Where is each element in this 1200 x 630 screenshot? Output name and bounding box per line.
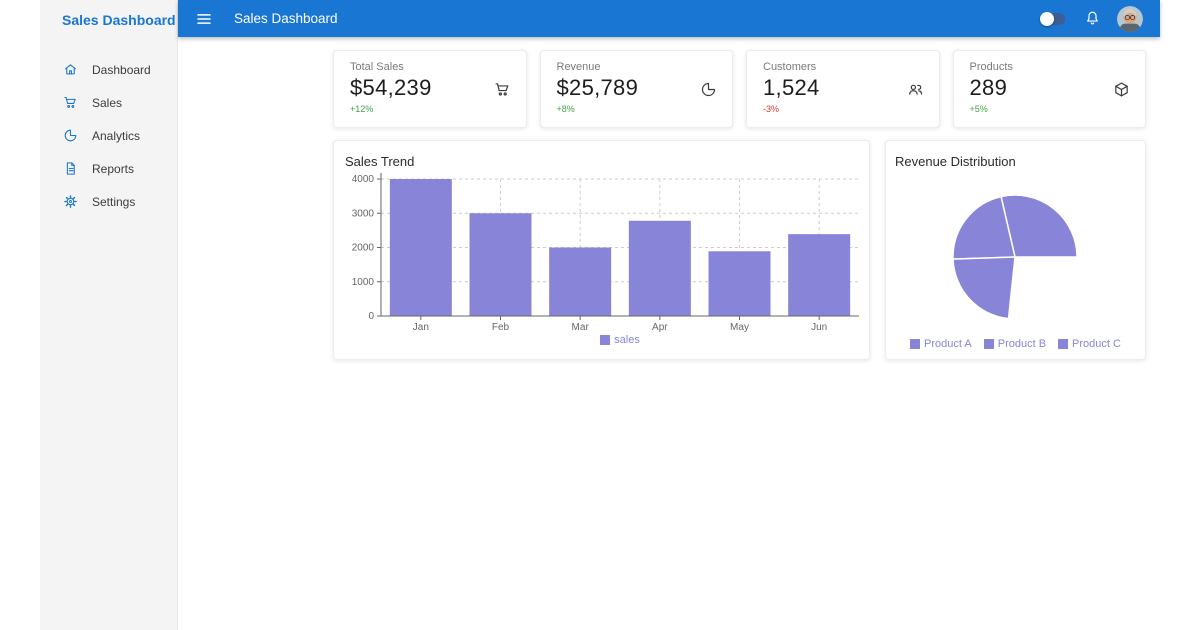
legend-item: Product C [1058,338,1121,350]
pie-slice-product-c [953,257,1015,319]
legend-item: sales [600,334,640,346]
legend-swatch [984,339,994,349]
svg-text:0: 0 [368,311,374,322]
svg-text:4000: 4000 [352,174,375,185]
bar-Mar [549,248,611,317]
stat-label: Products [970,61,1130,73]
bar-Jun [788,234,850,316]
legend-label: Product B [998,338,1046,350]
gear-icon [63,194,78,209]
user-avatar[interactable] [1117,6,1143,32]
svg-text:2000: 2000 [352,243,375,254]
sidebar-item-settings[interactable]: Settings [40,185,177,218]
legend-swatch [600,335,610,345]
sidebar-item-label: Dashboard [92,63,151,77]
notifications-bell-icon[interactable] [1084,10,1101,27]
switch-knob [1040,12,1054,26]
stat-delta: +12% [350,104,510,114]
bar-Apr [629,221,691,316]
people-icon [907,81,924,98]
sidebar-nav: Dashboard Sales Analytics Reports Settin… [40,53,177,218]
sidebar: Sales Dashboard Dashboard Sales Analytic… [40,0,178,630]
avatar-image [1117,6,1143,32]
sidebar-title: Sales Dashboard [40,0,177,28]
sales-dashboard-page: Sales Dashboard Dashboard Sales Analytic… [0,0,1200,630]
svg-text:1000: 1000 [352,277,375,288]
sidebar-item-analytics[interactable]: Analytics [40,119,177,152]
charts-row: Sales Trend 01000200030004000JanFebMarAp… [333,140,1146,360]
svg-text:3000: 3000 [352,208,375,219]
stat-delta: +8% [557,104,717,114]
app-bar: Sales Dashboard [178,0,1160,37]
stat-card-products: Products 289 +5% [953,50,1147,128]
package-icon [1113,81,1130,98]
legend-swatch [910,339,920,349]
pie-chart-icon [700,81,717,98]
document-icon [63,161,78,176]
home-icon [63,62,78,77]
revenue-distribution-card: Revenue Distribution Product AProduct BP… [885,140,1146,360]
bar-Feb [470,213,532,316]
stats-row: Total Sales $54,239 +12% Revenue $25,789… [333,50,1146,128]
stat-label: Customers [763,61,923,73]
cart-icon [494,81,511,98]
legend-label: Product A [924,338,972,350]
sidebar-item-label: Analytics [92,129,140,143]
sales-trend-card: Sales Trend 01000200030004000JanFebMarAp… [333,140,870,360]
legend-item: Product B [984,338,1046,350]
bar-Jan [390,179,452,316]
pie-chart-legend: Product A Product B Product C [886,336,1145,354]
stat-value: $25,789 [557,75,717,101]
sidebar-item-label: Settings [92,195,135,209]
stat-card-total-sales: Total Sales $54,239 +12% [333,50,527,128]
theme-toggle-switch[interactable] [1041,13,1065,25]
stat-card-revenue: Revenue $25,789 +8% [540,50,734,128]
bar-May [709,251,771,316]
stat-value: 289 [970,75,1130,101]
legend-label: sales [614,334,640,346]
stat-card-customers: Customers 1,524 -3% [746,50,940,128]
stat-value: 1,524 [763,75,923,101]
sidebar-item-dashboard[interactable]: Dashboard [40,53,177,86]
sidebar-item-sales[interactable]: Sales [40,86,177,119]
stat-delta: -3% [763,104,923,114]
stat-delta: +5% [970,104,1130,114]
stat-label: Total Sales [350,61,510,73]
legend-swatch [1058,339,1068,349]
cart-icon [63,95,78,110]
bar-chart-legend: sales [381,332,859,350]
menu-icon[interactable] [195,10,213,28]
sales-trend-bar-chart: 01000200030004000JanFebMarAprMayJun [334,141,871,361]
sidebar-item-reports[interactable]: Reports [40,152,177,185]
sidebar-item-label: Reports [92,162,134,176]
legend-label: Product C [1072,338,1121,350]
pie-chart-icon [63,128,78,143]
stat-value: $54,239 [350,75,510,101]
stat-label: Revenue [557,61,717,73]
legend-item: Product A [910,338,972,350]
sidebar-item-label: Sales [92,96,122,110]
revenue-pie-chart [886,141,1147,361]
page-title: Sales Dashboard [234,11,338,26]
